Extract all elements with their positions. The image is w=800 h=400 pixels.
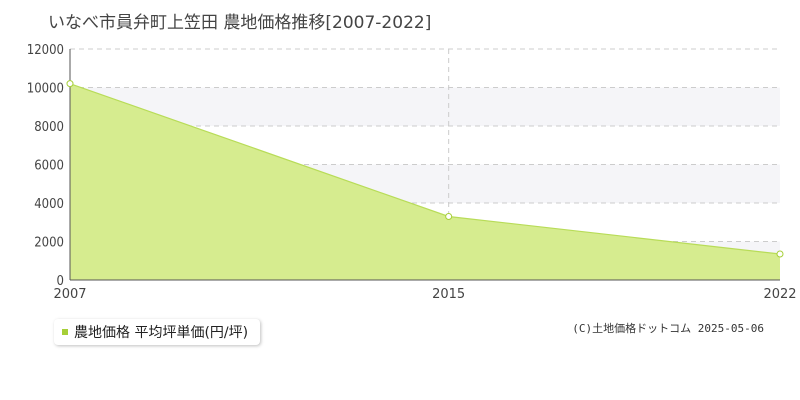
y-tick-label: 6000 — [34, 159, 64, 174]
data-point — [66, 80, 74, 88]
x-tick-label: 2022 — [763, 287, 796, 302]
grid-band — [70, 49, 780, 88]
legend-marker — [62, 329, 68, 335]
y-tick-label: 2000 — [34, 236, 64, 251]
y-tick-label: 8000 — [34, 120, 64, 135]
data-point — [445, 212, 453, 220]
grid-band — [70, 87, 780, 126]
legend: 農地価格 平均坪単価(円/坪) — [54, 319, 261, 345]
legend-label: 農地価格 平均坪単価(円/坪) — [74, 325, 249, 341]
copyright-text: (C)土地価格ドットコム 2025-05-06 — [572, 322, 764, 335]
y-tick-label: 10000 — [27, 82, 64, 97]
chart-title: いなべ市員弁町上笠田 農地価格推移[2007-2022] — [48, 13, 432, 33]
area-fill — [70, 83, 780, 281]
y-tick-label: 4000 — [34, 197, 64, 212]
data-points — [66, 80, 784, 258]
axes — [69, 49, 780, 281]
data-point — [776, 250, 784, 258]
x-tick-label: 2007 — [53, 287, 86, 302]
y-tick-label: 12000 — [27, 43, 64, 58]
tick-labels: 0 2000 4000 6000 8000 10000 12000 2007 2015 2022 — [27, 43, 797, 302]
y-tick-label: 0 — [57, 274, 64, 289]
x-tick-label: 2015 — [432, 287, 465, 302]
